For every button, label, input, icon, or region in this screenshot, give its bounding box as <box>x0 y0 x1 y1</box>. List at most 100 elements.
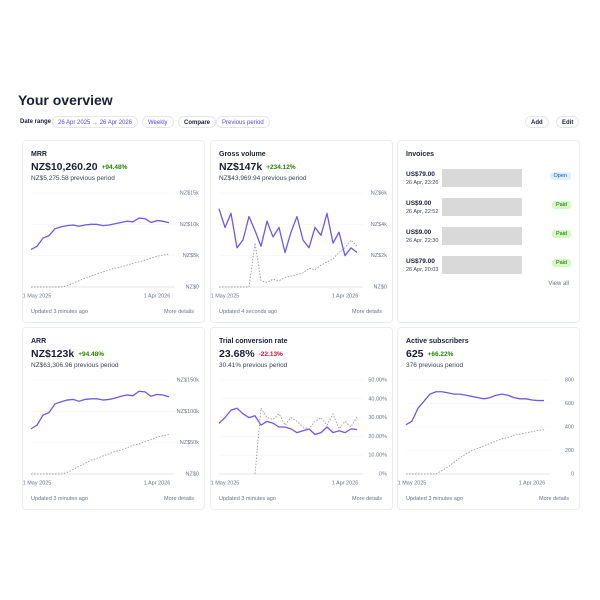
invoice-time: 26 Apr, 23:26 <box>406 180 439 186</box>
card-title: Gross volume <box>219 151 266 158</box>
previous-value: NZ$5,275.58 previous period <box>31 175 115 182</box>
previous-value: 30.41% previous period <box>219 362 288 369</box>
series-line <box>405 391 544 426</box>
y-tick-label: 400 <box>565 424 574 430</box>
status-badge: Paid <box>551 201 571 209</box>
add-button[interactable]: Add <box>525 116 549 128</box>
redacted-block <box>442 198 522 216</box>
date-range-button[interactable]: 26 Apr 2025 → 26 Apr 2026 <box>52 116 139 128</box>
page-title: Your overview <box>18 92 113 108</box>
updated-note: Updated 4 seconds ago <box>219 309 278 315</box>
filter-label: Date range <box>20 119 52 125</box>
metric-card: Gross volume NZ$147k +234.12% NZ$43,969.94 … <box>210 140 393 323</box>
redacted-block <box>442 256 522 274</box>
updated-note: Updated 3 minutes ago <box>406 496 463 502</box>
series-line <box>218 208 358 257</box>
y-tick-label: 200 <box>565 448 574 454</box>
previous-value: NZ$63,306.96 previous period <box>31 362 119 369</box>
view-all-link[interactable]: View all <box>548 281 569 287</box>
card-title: MRR <box>31 151 47 158</box>
more-details-link[interactable]: More details <box>352 309 382 315</box>
edit-button[interactable]: Edit <box>556 116 580 128</box>
metric-value: NZ$123k <box>31 348 75 360</box>
metric-card: ARR NZ$123k +94.48% NZ$63,306.96 previous p… <box>22 327 205 510</box>
y-tick-label: 0 <box>571 471 574 477</box>
metric-change: +94.48% <box>78 351 105 358</box>
x-tick-label: 1 May 2025 <box>23 293 51 299</box>
redacted-block <box>442 169 522 187</box>
x-tick-label: 1 Apr 2026 <box>332 293 359 299</box>
line-chart: NZ$0 NZ$5k NZ$10k NZ$15k 1 May 2025 1 Apr 202… <box>23 190 199 299</box>
x-tick-label: 1 Apr 2026 <box>144 293 171 299</box>
y-tick-label: NZ$5k <box>183 253 199 259</box>
y-tick-label: NZ$0 <box>374 284 387 290</box>
updated-note: Updated 3 minutes ago <box>219 496 276 502</box>
y-tick-label: 40.00% <box>368 396 387 402</box>
x-tick-label: 1 May 2025 <box>398 480 426 486</box>
updated-note: Updated 3 minutes ago <box>31 309 88 315</box>
y-tick-label: NZ$50k <box>180 440 200 446</box>
metric-value: 23.68% <box>219 348 255 360</box>
invoice-amount: US$79.00 <box>406 258 435 265</box>
line-chart: 0% 10.00% 20.00% 30.00% 40.00% 50.00% 1 May 20… <box>211 377 387 486</box>
series-line <box>219 239 358 288</box>
metric-value: NZ$10,260.20 <box>31 161 98 173</box>
series-line <box>218 407 358 436</box>
card-title: Trial conversion rate <box>219 338 288 345</box>
y-tick-label: NZ$0 <box>186 284 199 290</box>
y-tick-label: NZ$100k <box>177 409 200 415</box>
metric-value: NZ$147k <box>219 161 263 173</box>
metric-value: 625 <box>406 348 424 360</box>
metric-change: +234.12% <box>266 164 296 171</box>
previous-value: 376 previous period <box>406 362 464 369</box>
x-tick-label: 1 May 2025 <box>23 480 51 486</box>
more-details-link[interactable]: More details <box>164 309 194 315</box>
interval-button[interactable]: Weekly <box>142 116 174 128</box>
series-line <box>406 429 545 475</box>
x-tick-label: 1 May 2025 <box>211 293 239 299</box>
redacted-block <box>442 227 522 245</box>
y-tick-label: 0% <box>379 471 387 477</box>
metric-card: Active subscribers 625 +66.22% 376 previous… <box>397 327 580 510</box>
y-tick-label: 20.00% <box>368 434 387 440</box>
more-details-link[interactable]: More details <box>539 496 569 502</box>
line-chart: 0 200 400 600 800 1 May 2025 1 Apr 2026 <box>398 377 574 486</box>
card-title: ARR <box>31 338 47 345</box>
compare-toggle[interactable]: Compare <box>178 116 217 128</box>
more-details-link[interactable]: More details <box>352 496 382 502</box>
y-tick-label: 600 <box>565 401 574 407</box>
line-chart: NZ$0 NZ$50k NZ$100k NZ$150k 1 May 2025 1 Apr … <box>23 377 200 486</box>
x-tick-label: 1 Apr 2026 <box>332 480 359 486</box>
y-tick-label: NZ$4k <box>371 222 387 228</box>
card-title: Invoices <box>406 151 435 158</box>
card-title: Active subscribers <box>406 338 469 345</box>
y-tick-label: 800 <box>565 377 574 383</box>
series-line <box>30 390 170 430</box>
y-tick-label: 10.00% <box>368 453 387 459</box>
invoice-amount: US$9.00 <box>406 200 432 207</box>
metric-change: +94.48% <box>101 164 128 171</box>
series-line <box>30 217 170 250</box>
more-details-link[interactable]: More details <box>164 496 194 502</box>
invoices-card: Invoices View all US$79.00 26 Apr, 23:26 O… <box>397 140 580 323</box>
metric-card: Trial conversion rate 23.68% -22.13% 30.41%… <box>210 327 393 510</box>
y-tick-label: 30.00% <box>368 415 387 421</box>
y-tick-label: NZ$6k <box>371 190 387 196</box>
invoice-amount: US$79.00 <box>406 171 435 178</box>
invoice-time: 26 Apr, 20:03 <box>406 267 439 273</box>
series-line <box>31 434 170 475</box>
series-line <box>254 407 358 475</box>
invoice-amount: US$9.00 <box>406 229 432 236</box>
status-badge: Open <box>549 172 571 180</box>
series-line <box>31 253 170 288</box>
metric-card: MRR NZ$10,260.20 +94.48% NZ$5,275.58 previo… <box>22 140 205 323</box>
invoice-time: 26 Apr, 22:30 <box>406 238 439 244</box>
metric-change: +66.22% <box>427 351 454 358</box>
compare-period-button[interactable]: Previous period <box>216 116 270 128</box>
line-chart: NZ$0 NZ$2k NZ$4k NZ$6k 1 May 2025 1 Apr 2026 <box>211 190 387 299</box>
previous-value: NZ$43,969.94 previous period <box>219 175 307 182</box>
status-badge: Paid <box>551 230 571 238</box>
updated-note: Updated 3 minutes ago <box>31 496 88 502</box>
x-tick-label: 1 Apr 2026 <box>144 480 171 486</box>
